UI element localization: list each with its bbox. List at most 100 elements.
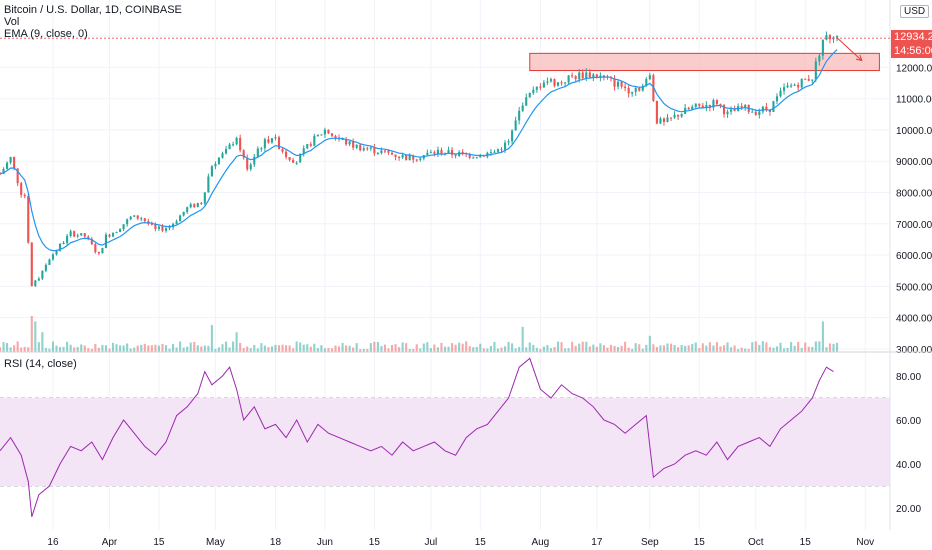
candle-body [359,144,362,151]
price-tick-label: 10000.00 [896,126,932,137]
resistance-zone[interactable] [529,52,880,72]
volume-bar [143,343,146,352]
candle-body [556,82,560,86]
candle-body [179,215,182,222]
volume-bar [744,348,747,352]
volume-bar [235,332,238,352]
volume-bar [585,341,588,352]
volume-bar [263,345,266,352]
candle-body [168,227,171,229]
volume-bar [500,347,503,352]
symbol-title[interactable]: Bitcoin / U.S. Dollar, 1D, COINBASE [4,4,182,16]
volume-bar [104,345,108,352]
volume-bar [542,346,545,352]
volume-bar [51,341,55,352]
volume-bar [447,346,450,352]
arrow-shaft [836,37,863,61]
candle-body [479,155,482,158]
volume-bar [73,347,76,352]
volume-bar [655,346,658,352]
volume-bar [595,346,598,352]
candle-body [472,157,475,159]
volume-bar [313,343,316,352]
candle-body [493,151,496,153]
candle-body [2,168,5,174]
arrow-head [855,54,863,62]
volume-bar [299,342,302,352]
candle-body [154,224,157,229]
volume-bar [217,347,221,352]
candle-body [87,236,90,240]
candle-body [309,144,312,146]
volume-bar [196,345,199,352]
volume-bar [475,346,478,352]
volume-bar [712,345,715,352]
candle-body [263,139,266,149]
candle-body [567,75,570,83]
volume-bar [782,348,786,352]
volume-bar [23,346,26,352]
volume-bar [66,341,69,352]
time-axis[interactable]: 16 Apr 15 May 18 Jun 15 Jul 15 Aug 17 Sep 15 Oct 15 Nov [47,537,874,548]
candle-body [73,231,76,237]
candle-body [341,139,344,141]
volume-bar [0,347,2,352]
volume-bar [337,346,341,352]
candle-body [210,166,213,177]
volume-label[interactable]: Vol [4,16,20,28]
candle-body [232,144,235,146]
candle-body [419,158,422,160]
volume-bar [20,347,23,352]
ema-label[interactable]: EMA (9, close, 0) [4,28,88,40]
volume-bar [401,342,404,352]
volume-bar [429,348,432,352]
candle-body [380,150,383,154]
candle-body [101,247,104,254]
trend-arrow[interactable] [836,37,863,62]
candle-body [698,103,701,106]
candle-body [507,141,510,143]
candle-body [525,97,528,106]
volume-bar [458,342,461,352]
candle-body [41,270,44,279]
volume-bar [549,348,553,352]
volume-bar [592,344,595,352]
volume-bar [821,321,824,352]
candle-body [761,106,764,112]
candle-body [518,110,521,121]
candle-body [104,234,108,248]
candle-body [775,96,779,102]
volume-bar [433,344,436,352]
volume-bar [359,349,362,352]
candle-body [246,157,249,170]
candle-body [585,72,588,79]
volume-bar [171,343,175,352]
candle-body [143,218,146,222]
candle-body [669,117,673,119]
volume-bar [687,345,690,352]
volume-bar [705,345,708,352]
volume-bar [468,346,471,352]
volume-bar [511,343,514,352]
volume-bar [578,343,581,352]
volume-bar [136,345,139,352]
rsi-axis[interactable]: 20.00 40.00 60.00 80.00 [896,372,921,515]
candle-body [119,229,122,232]
volume-bar [224,341,228,352]
volume-bar [277,345,281,352]
volume-bar [111,342,115,352]
volume-bar [249,348,252,352]
candle-body [436,149,439,154]
rsi-title[interactable]: RSI (14, close) [4,358,77,370]
candle-body [733,109,736,112]
candle-body [164,228,168,231]
candle-body [398,156,401,158]
candle-body [150,223,153,225]
volume-bar [641,348,644,352]
candle-body [461,151,464,153]
currency-badge[interactable]: USD [900,5,930,18]
candle-body [578,72,581,80]
volume-bar [221,344,224,352]
volume-bar [634,343,637,352]
volume-bar [270,346,274,352]
